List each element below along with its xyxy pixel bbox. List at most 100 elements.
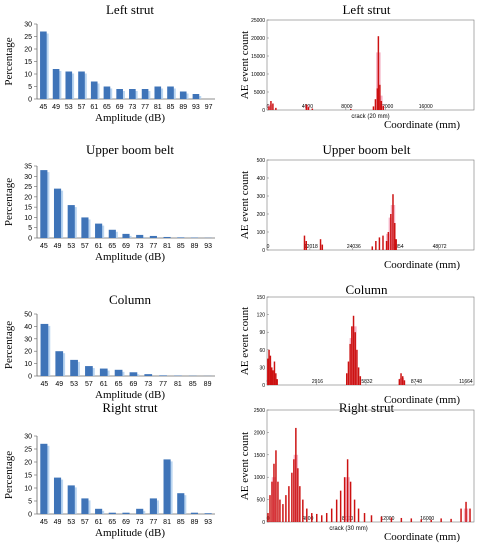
ae-count-bar <box>285 495 287 522</box>
bar-45 <box>40 170 48 238</box>
y-tick-label: 150 <box>257 295 266 301</box>
ae-count-bar <box>277 481 279 522</box>
ae-count-bar <box>401 376 404 385</box>
ae-count-bar <box>380 101 383 110</box>
bar-77 <box>149 498 157 514</box>
y-axis-label: AE event count <box>239 432 251 500</box>
ae-count-bar <box>400 517 403 522</box>
x-tick-label: 93 <box>192 104 200 111</box>
y-tick-label: 90 <box>259 330 265 336</box>
y-tick-label: 20 <box>24 460 32 467</box>
x-tick-label: 57 <box>81 243 89 250</box>
plot-frame <box>266 409 475 523</box>
x-tick-label: 53 <box>67 243 75 250</box>
ae-count-bar <box>440 518 442 522</box>
ae-count-bar <box>311 108 314 110</box>
ae-count-bar <box>275 450 277 522</box>
ae-count-bar <box>346 373 348 385</box>
ae-count-bar <box>272 370 274 385</box>
x-tick-label: 16000 <box>420 516 434 522</box>
y-tick-label: 5 <box>28 499 32 506</box>
ae-count-bar <box>293 459 295 522</box>
y-tick-label: 0 <box>28 374 32 381</box>
bar-49 <box>52 69 60 99</box>
bar-65 <box>108 229 116 238</box>
ae-count-bar <box>390 517 393 522</box>
chart-title: Left strut <box>342 2 390 17</box>
ae-count-bar <box>273 463 275 522</box>
y-axis-label: Percentage <box>3 321 15 369</box>
x-tick-label: 69 <box>122 243 130 250</box>
x-tick-label: 81 <box>163 243 171 250</box>
bar-61 <box>90 81 98 99</box>
ae-count-shade <box>267 104 273 110</box>
x-axis-label: Amplitude (dB) <box>95 389 165 401</box>
x-tick-label: 57 <box>85 381 93 388</box>
x-tick-label: 45 <box>39 104 47 111</box>
y-tick-label: 300 <box>257 194 266 200</box>
ae-count-bar <box>465 501 467 522</box>
ae-count-bar <box>382 235 384 250</box>
x-tick-label: 0 <box>267 244 270 250</box>
x-tick-label: 77 <box>149 519 157 526</box>
ae-count-bar <box>307 107 310 110</box>
ae-count-bar <box>394 223 396 250</box>
ae-count-bar <box>339 490 342 522</box>
bar-81 <box>163 236 171 238</box>
ae-count-chart-1: Left strut AE event count 0 5000 10000 15000 2… <box>239 2 475 131</box>
ae-count-shade <box>305 105 310 110</box>
ae-count-bar <box>275 107 277 110</box>
ae-count-bar <box>372 106 375 110</box>
ae-count-bar <box>346 459 349 522</box>
ae-count-bar <box>268 349 270 385</box>
x-axis-label: Coordinate (mm) <box>384 259 460 271</box>
bar-49 <box>55 351 64 376</box>
bar-57 <box>81 217 89 238</box>
bar-61 <box>95 508 103 514</box>
y-tick-label: 15000 <box>251 54 265 60</box>
y-tick-label: 0 <box>28 236 32 243</box>
x-tick-label: 73 <box>136 243 144 250</box>
ae-count-bar <box>354 332 356 385</box>
y-tick-label: 120 <box>257 313 266 319</box>
x-tick-label: 77 <box>149 243 157 250</box>
y-axis-label: AE event count <box>239 171 251 239</box>
y-tick-label: 15 <box>24 59 32 66</box>
ae-count-bar <box>295 427 297 522</box>
ae-count-bar <box>335 499 338 522</box>
amplitude-chart-1: Left strut Percentage 0 5 10 15 20 25 30 45 49 53 57… <box>3 2 215 124</box>
x-tick-label: 61 <box>100 381 108 388</box>
bar-93 <box>192 94 200 99</box>
y-tick-label: 20000 <box>251 36 265 42</box>
plot-frame <box>266 296 475 386</box>
x-axis-label: Amplitude (dB) <box>95 251 165 263</box>
bar-49 <box>53 188 62 238</box>
y-tick-label: 15 <box>24 205 32 212</box>
x-axis-label: Coordinate (mm) <box>384 531 460 543</box>
bar-77 <box>149 235 157 238</box>
ae-count-bar <box>403 380 406 385</box>
x-tick-label: 57 <box>78 104 86 111</box>
bar-57 <box>81 498 89 514</box>
ae-count-bar <box>269 495 271 522</box>
ae-count-bar <box>273 361 276 385</box>
x-tick-label: 85 <box>167 104 175 111</box>
y-tick-label: 0 <box>28 512 32 519</box>
y-tick-label: 40 <box>24 324 32 331</box>
y-tick-label: 0 <box>262 248 265 254</box>
x-tick-label: 89 <box>191 519 199 526</box>
ae-count-bar <box>460 508 462 522</box>
y-tick-label: 10000 <box>251 72 265 78</box>
y-axis-label: Percentage <box>3 37 15 85</box>
x-tick-label: 65 <box>103 104 111 111</box>
ae-count-bar <box>271 481 273 522</box>
y-tick-label: 50 <box>24 312 32 319</box>
ae-count-bar <box>350 108 352 110</box>
bar-61 <box>95 223 103 238</box>
ae-count-bar <box>268 106 270 110</box>
x-tick-label: 53 <box>70 381 78 388</box>
x-tick-label: 45 <box>40 519 48 526</box>
ae-count-bar <box>352 315 355 385</box>
y-tick-label: 200 <box>257 212 266 218</box>
